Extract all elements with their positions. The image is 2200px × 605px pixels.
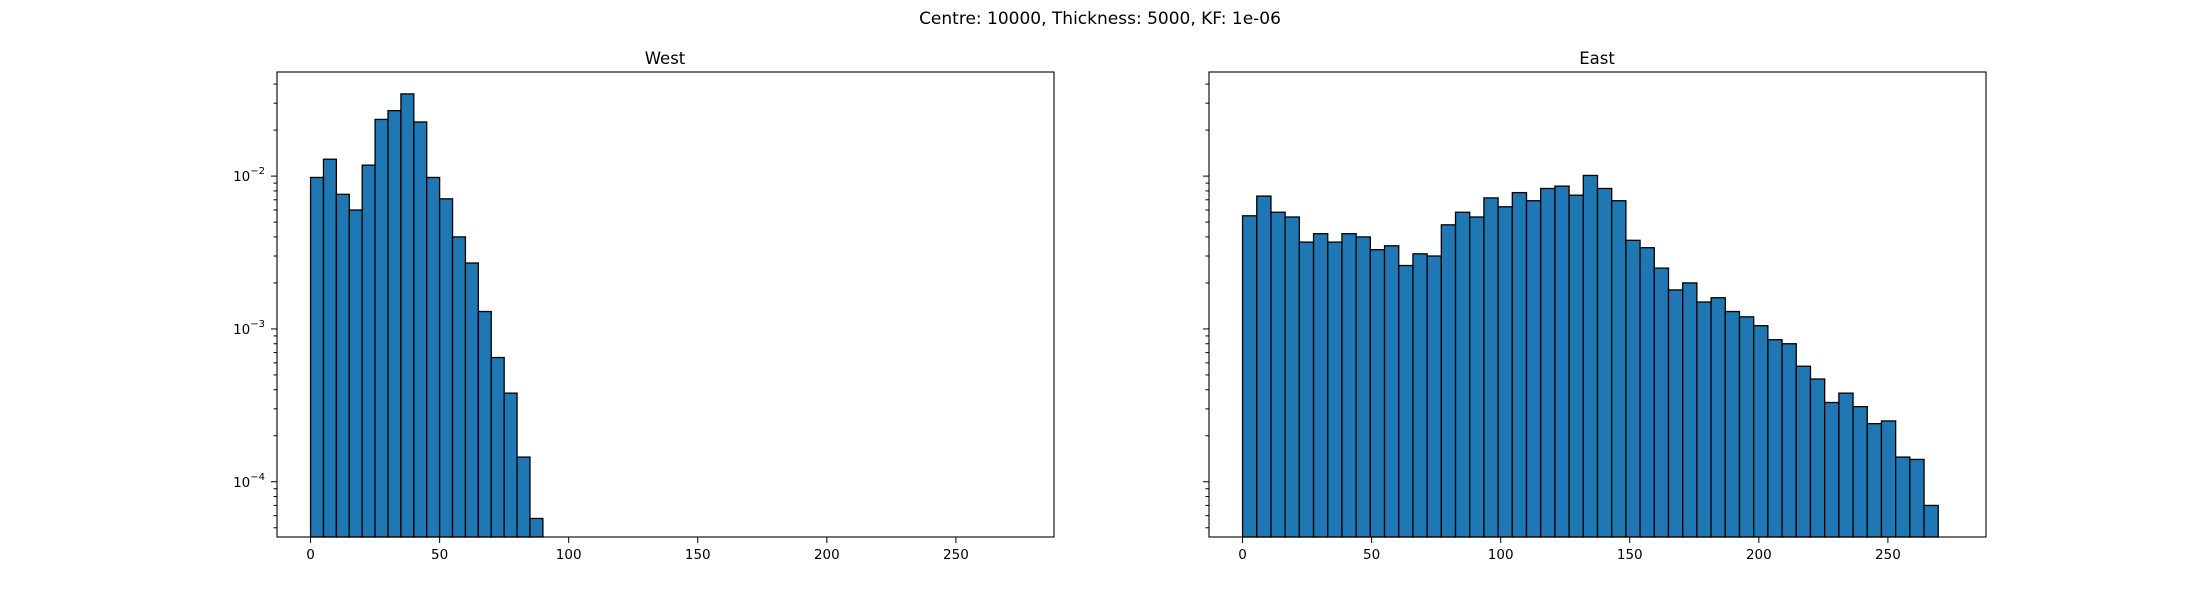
histogram-bar <box>1696 301 1712 538</box>
histogram-bar <box>1284 216 1301 538</box>
x-axis-west: 0 50 100 150 200 250 <box>306 537 969 563</box>
y-tick-label: 10−3 <box>233 319 265 338</box>
x-tick-label: 250 <box>1875 547 1901 563</box>
figure-suptitle: Centre: 10000, Thickness: 5000, KF: 1e-0… <box>919 9 1281 29</box>
histogram-bar <box>1497 206 1513 538</box>
histogram-bar <box>1653 267 1670 538</box>
histogram-bar <box>309 176 325 538</box>
histogram-bar <box>1582 174 1599 538</box>
histogram-bar <box>1256 195 1272 538</box>
histogram-bar <box>1369 249 1386 538</box>
histogram-bar <box>322 158 338 538</box>
histogram-bar <box>1852 406 1868 538</box>
histogram-bar <box>1426 255 1442 538</box>
histogram-bar <box>1525 200 1542 538</box>
histogram-bar <box>1511 191 1528 538</box>
histogram-bar <box>1383 245 1400 538</box>
histogram-bar <box>438 198 454 538</box>
histogram-bar <box>1923 504 1939 538</box>
histogram-bar <box>1327 241 1343 538</box>
histogram-bar <box>490 356 505 538</box>
histogram-bar <box>1795 365 1812 538</box>
histogram-bar <box>516 456 531 538</box>
histogram-bar <box>1398 264 1414 538</box>
x-tick-label: 200 <box>814 547 840 563</box>
x-tick-label: 150 <box>1617 547 1643 563</box>
histogram-bar <box>1454 211 1471 538</box>
histogram-bar <box>1312 233 1329 538</box>
y-tick-label: 10−4 <box>233 472 265 491</box>
plot-frame-east <box>1208 71 1987 538</box>
histogram-bar <box>1469 216 1485 538</box>
histogram-bar <box>1639 247 1655 538</box>
histogram-bar <box>451 236 467 538</box>
x-tick-label: 100 <box>1488 547 1514 563</box>
x-tick-label: 250 <box>943 547 969 563</box>
histogram-bar <box>477 310 492 538</box>
y-axis-west: 10−4 10−3 10−2 <box>233 83 277 529</box>
histogram-bar <box>1767 339 1783 538</box>
histogram-bar <box>1809 378 1826 538</box>
histogram-bar <box>464 262 480 538</box>
histogram-bar <box>426 176 441 538</box>
bars-west <box>309 93 544 538</box>
histogram-bar <box>529 517 544 538</box>
histogram-bar <box>1341 233 1357 538</box>
y-axis-east <box>1203 83 1209 529</box>
histogram-bar <box>1909 458 1925 538</box>
histogram-bar <box>1738 316 1755 538</box>
histogram-bar <box>1625 239 1641 538</box>
histogram-bar <box>1824 401 1840 538</box>
histogram-bar <box>1241 215 1258 538</box>
x-tick-label: 100 <box>556 547 582 563</box>
histogram-bar <box>1355 236 1371 538</box>
x-tick-label: 0 <box>306 547 315 563</box>
histogram-bar <box>503 392 518 538</box>
x-tick-label: 50 <box>1363 547 1380 563</box>
histogram-bar <box>1440 224 1457 538</box>
histogram-bar <box>1412 253 1428 538</box>
y-tick-label: 10−2 <box>233 166 265 185</box>
histogram-bar <box>1667 289 1684 538</box>
x-tick-label: 150 <box>685 547 711 563</box>
x-axis-east: 0 50 100 150 200 250 <box>1238 537 1901 563</box>
histogram-bar <box>348 209 363 538</box>
histogram-bar <box>1568 194 1584 538</box>
plot-frame-west <box>276 71 1055 538</box>
histogram-bar <box>1710 297 1726 538</box>
histogram-panel-east: East 0 50 100 150 200 250 <box>1203 49 1987 563</box>
histogram-bar <box>1554 185 1570 538</box>
histogram-bar <box>1483 197 1499 538</box>
histogram-bar <box>1596 187 1613 538</box>
histogram-bar <box>1724 310 1741 538</box>
histogram-bar <box>1298 241 1315 538</box>
panel-title-west: West <box>645 49 686 68</box>
histogram-bar <box>413 121 428 538</box>
histogram-bar <box>374 118 389 538</box>
x-tick-label: 0 <box>1238 547 1247 563</box>
histogram-bar <box>400 93 415 538</box>
histogram-panel-west: West 0 50 100 150 200 250 10−4 10−3 10−2 <box>233 49 1055 563</box>
histogram-bar <box>1611 200 1627 538</box>
histogram-bar <box>1682 282 1698 538</box>
histogram-bar <box>1540 187 1556 538</box>
histogram-bar <box>1838 392 1854 538</box>
histogram-bar <box>335 193 350 538</box>
histogram-bar <box>361 164 376 538</box>
panel-title-east: East <box>1579 49 1615 68</box>
histogram-bar <box>1753 325 1769 538</box>
histogram-bar <box>1270 211 1286 538</box>
histogram-bar <box>1866 422 1883 538</box>
histogram-bar <box>1781 343 1797 538</box>
histogram-bar <box>387 110 402 538</box>
histogram-bar <box>1895 456 1911 538</box>
histogram-bar <box>1880 420 1897 538</box>
x-tick-label: 200 <box>1746 547 1772 563</box>
x-tick-label: 50 <box>431 547 448 563</box>
bars-east <box>1241 174 1939 538</box>
